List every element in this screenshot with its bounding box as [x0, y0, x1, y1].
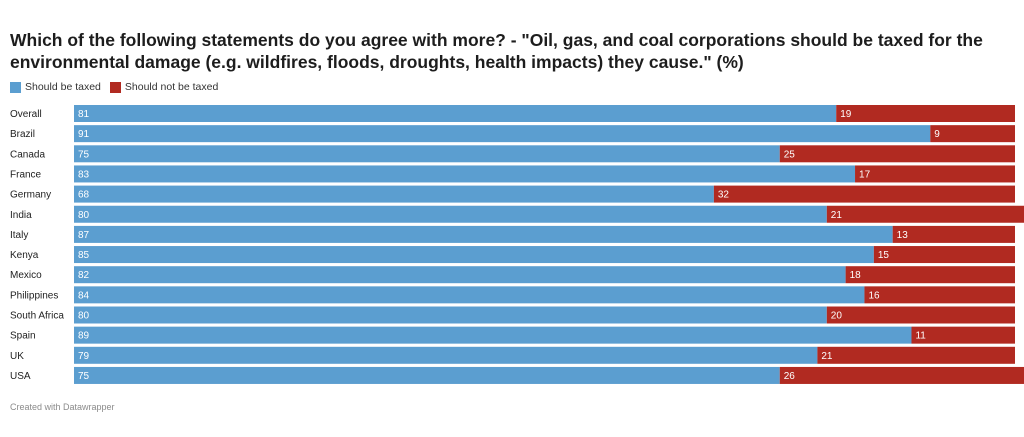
- bar-should-be-taxed-overall: [74, 105, 837, 122]
- value-label-should-not-be-taxed-uk: 21: [821, 351, 833, 362]
- bar-should-not-be-taxed-south-africa: [826, 306, 1015, 324]
- category-label-france: France: [10, 169, 42, 180]
- value-label-should-not-be-taxed-brazil: 9: [934, 129, 940, 140]
- category-label-philippines: Philippines: [10, 290, 58, 301]
- bar-row-spain: Spain 89 11: [10, 326, 1015, 344]
- bar-should-be-taxed-germany: [74, 185, 714, 203]
- category-label-mexico: Mexico: [10, 270, 42, 281]
- value-label-should-be-taxed-italy: 87: [78, 230, 90, 241]
- legend: Should be taxed Should not be taxed: [10, 81, 227, 93]
- chart-title: Which of the following statements do you…: [10, 30, 983, 72]
- value-label-should-not-be-taxed-usa: 26: [784, 371, 796, 382]
- bar-should-not-be-taxed-india: [826, 205, 1024, 223]
- value-label-should-not-be-taxed-germany: 32: [718, 190, 730, 201]
- bar-row-mexico: Mexico 82 18: [10, 266, 1015, 284]
- bar-should-be-taxed-mexico: [74, 266, 846, 284]
- value-label-should-be-taxed-usa: 75: [78, 371, 90, 382]
- bar-row-india: India 80 21: [10, 205, 1024, 223]
- bar-should-be-taxed-italy: [74, 225, 893, 243]
- bar-row-usa: USA 75 26: [10, 366, 1024, 384]
- legend-swatch-should-be-taxed: [10, 81, 21, 93]
- value-label-should-be-taxed-canada: 75: [78, 149, 90, 160]
- legend-item-should-not-be-taxed: Should not be taxed: [109, 81, 219, 93]
- category-label-kenya: Kenya: [10, 250, 39, 261]
- category-label-south-africa: South Africa: [10, 311, 64, 322]
- footer-credit: Created with Datawrapper: [10, 402, 115, 412]
- value-label-should-be-taxed-france: 83: [78, 169, 90, 180]
- value-label-should-not-be-taxed-mexico: 18: [850, 270, 862, 281]
- bar-row-philippines: Philippines 84 16: [10, 286, 1015, 304]
- legend-swatch-should-not-be-taxed: [109, 81, 121, 93]
- value-label-should-not-be-taxed-kenya: 15: [878, 250, 890, 261]
- value-label-should-not-be-taxed-philippines: 16: [868, 290, 880, 301]
- value-label-should-not-be-taxed-france: 17: [859, 169, 871, 180]
- value-label-should-be-taxed-germany: 68: [78, 190, 90, 201]
- bar-row-germany: Germany 68 32: [10, 185, 1015, 203]
- bar-should-not-be-taxed-uk: [817, 346, 1015, 364]
- value-label-should-not-be-taxed-india: 21: [831, 210, 843, 221]
- bar-should-be-taxed-usa: [74, 366, 780, 384]
- value-label-should-be-taxed-spain: 89: [78, 331, 90, 342]
- category-label-uk: UK: [10, 351, 24, 362]
- bar-should-not-be-taxed-brazil: [930, 125, 1015, 143]
- category-label-india: India: [10, 210, 32, 221]
- category-label-spain: Spain: [10, 331, 36, 342]
- bar-row-brazil: Brazil 91 9: [10, 125, 1015, 143]
- bar-should-not-be-taxed-mexico: [845, 266, 1015, 284]
- value-label-should-be-taxed-india: 80: [78, 210, 90, 221]
- bar-should-not-be-taxed-usa: [779, 366, 1024, 384]
- value-label-should-be-taxed-philippines: 84: [78, 290, 90, 301]
- category-label-brazil: Brazil: [10, 129, 35, 140]
- value-label-should-be-taxed-mexico: 82: [78, 270, 90, 281]
- value-label-should-be-taxed-south-africa: 80: [78, 311, 90, 322]
- bar-should-be-taxed-philippines: [74, 286, 865, 304]
- bar-should-not-be-taxed-germany: [713, 185, 1015, 203]
- bar-row-south-africa: South Africa 80 20: [10, 306, 1015, 324]
- bar-should-be-taxed-france: [74, 165, 856, 183]
- value-label-should-be-taxed-uk: 79: [78, 351, 90, 362]
- value-label-should-be-taxed-brazil: 91: [78, 129, 90, 140]
- bar-should-be-taxed-spain: [74, 326, 912, 344]
- bar-should-not-be-taxed-france: [855, 165, 1015, 183]
- bar-row-overall: Overall 81 19: [10, 105, 1015, 122]
- bar-should-be-taxed-india: [74, 205, 827, 223]
- bar-should-be-taxed-brazil: [74, 125, 931, 143]
- category-label-italy: Italy: [10, 230, 28, 241]
- bar-should-be-taxed-south-africa: [74, 306, 827, 324]
- bar-should-not-be-taxed-philippines: [864, 286, 1015, 304]
- bar-row-canada: Canada 75 25: [10, 145, 1015, 163]
- bar-row-uk: UK 79 21: [10, 346, 1015, 364]
- value-label-should-not-be-taxed-spain: 11: [915, 331, 926, 342]
- category-label-canada: Canada: [10, 149, 45, 160]
- bar-should-not-be-taxed-canada: [779, 145, 1015, 163]
- legend-label-should-not-be-taxed: Should not be taxed: [124, 81, 219, 93]
- bar-row-france: France 83 17: [10, 165, 1015, 183]
- legend-label-should-be-taxed: Should be taxed: [25, 81, 101, 93]
- value-label-should-not-be-taxed-overall: 19: [840, 109, 852, 120]
- category-label-overall: Overall: [10, 109, 42, 120]
- bar-should-be-taxed-canada: [74, 145, 780, 163]
- category-label-usa: USA: [10, 371, 31, 382]
- category-label-germany: Germany: [10, 190, 51, 201]
- value-label-should-not-be-taxed-south-africa: 20: [831, 311, 843, 322]
- bar-should-be-taxed-kenya: [74, 246, 874, 264]
- value-label-should-not-be-taxed-canada: 25: [784, 149, 796, 160]
- bar-should-be-taxed-uk: [74, 346, 818, 364]
- bar-row-kenya: Kenya 85 15: [10, 246, 1015, 264]
- value-label-should-be-taxed-overall: 81: [78, 109, 90, 120]
- bar-should-not-be-taxed-spain: [911, 326, 1015, 344]
- value-label-should-be-taxed-kenya: 85: [78, 250, 90, 261]
- bar-row-italy: Italy 87 13: [10, 225, 1015, 243]
- bar-should-not-be-taxed-overall: [836, 105, 1015, 122]
- legend-item-should-be-taxed: Should be taxed: [10, 81, 101, 93]
- bar-should-not-be-taxed-kenya: [873, 246, 1015, 264]
- bar-should-not-be-taxed-italy: [892, 225, 1015, 243]
- value-label-should-not-be-taxed-italy: 13: [897, 230, 909, 241]
